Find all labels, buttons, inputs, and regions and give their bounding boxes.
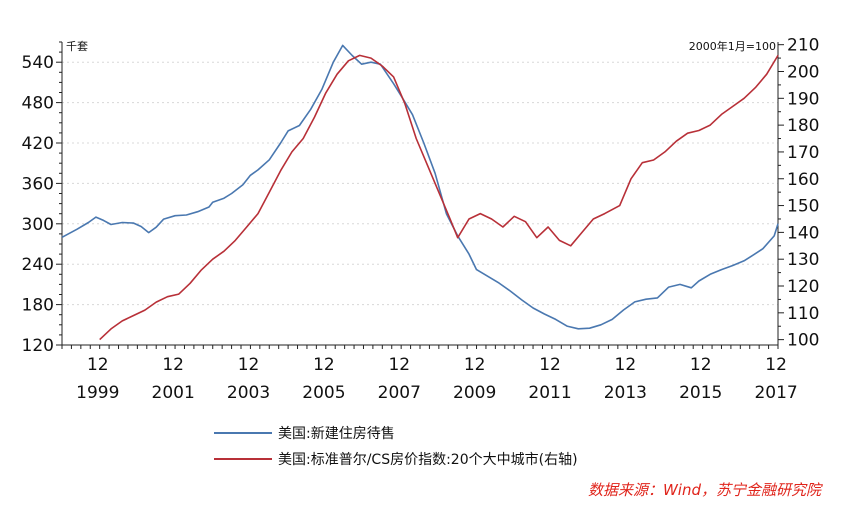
- x-tick-year: 2013: [604, 383, 647, 403]
- grid-lines: [62, 61, 778, 306]
- right-tick-label: 120: [787, 277, 819, 297]
- left-tick-label: 300: [22, 215, 54, 235]
- dual-axis-line-chart: 120 180 240 300 360 420 480 540 100 110 120 130 140 1…: [22, 36, 820, 403]
- x-tick-month: 12: [238, 355, 260, 375]
- legend-swatch-blue: [214, 432, 272, 434]
- axes: [56, 41, 784, 349]
- right-tick-label: 100: [787, 331, 819, 351]
- x-tick-year: 2017: [754, 383, 797, 403]
- x-tick-month: 12: [313, 355, 335, 375]
- right-tick-label: 110: [787, 304, 819, 324]
- right-tick-label: 180: [787, 116, 819, 136]
- right-tick-label: 130: [787, 250, 819, 270]
- left-tick-label: 480: [22, 94, 54, 114]
- legend-label: 美国:标准普尔/CS房价指数:20个大中城市(右轴): [278, 452, 578, 468]
- x-tick-year: 1999: [76, 383, 119, 403]
- x-tick-year: 2005: [302, 383, 345, 403]
- legend-label: 美国:新建住房待售: [278, 426, 395, 442]
- legend-item-cs-index: 美国:标准普尔/CS房价指数:20个大中城市(右轴): [214, 446, 578, 472]
- right-tick-label: 140: [787, 223, 819, 243]
- x-tick-year: 2011: [528, 383, 571, 403]
- legend: 美国:新建住房待售 美国:标准普尔/CS房价指数:20个大中城市(右轴): [214, 420, 578, 472]
- source-note: 数据来源：Wind，苏宁金融研究院: [587, 481, 821, 499]
- x-tick-month: 12: [87, 355, 109, 375]
- x-tick-month: 12: [690, 355, 712, 375]
- x-tick-month: 12: [615, 355, 637, 375]
- series-lines: [61, 44, 779, 341]
- left-tick-label: 420: [22, 134, 54, 154]
- x-tick-month: 12: [464, 355, 486, 375]
- series-line-new-homes-for-sale: [61, 44, 779, 330]
- right-tick-label: 160: [787, 170, 819, 190]
- tick-labels: 120 180 240 300 360 420 480 540 100 110 120 130 140 1…: [22, 36, 820, 403]
- left-tick-label: 540: [22, 53, 54, 73]
- x-tick-month: 12: [539, 355, 561, 375]
- left-axis-unit: 千套: [66, 40, 88, 53]
- x-tick-year: 2001: [152, 383, 195, 403]
- right-tick-label: 210: [787, 36, 819, 56]
- right-tick-label: 200: [787, 62, 819, 82]
- x-tick-year: 2007: [378, 383, 421, 403]
- left-tick-label: 180: [22, 296, 54, 316]
- left-tick-label: 360: [22, 174, 54, 194]
- x-tick-year: 2015: [679, 383, 722, 403]
- legend-item-new-homes: 美国:新建住房待售: [214, 420, 578, 446]
- x-tick-month: 12: [162, 355, 184, 375]
- x-tick-year: 2003: [227, 383, 270, 403]
- x-tick-year: 2009: [453, 383, 496, 403]
- right-axis-unit: 2000年1月=100: [689, 39, 776, 53]
- legend-swatch-red: [214, 458, 272, 460]
- right-tick-label: 170: [787, 143, 819, 163]
- series-line-cs-20-city-index: [99, 54, 779, 341]
- x-tick-month: 12: [765, 355, 787, 375]
- right-tick-label: 150: [787, 197, 819, 217]
- x-tick-month: 12: [388, 355, 410, 375]
- right-tick-label: 190: [787, 89, 819, 109]
- left-tick-label: 240: [22, 255, 54, 275]
- left-tick-label: 120: [22, 336, 54, 356]
